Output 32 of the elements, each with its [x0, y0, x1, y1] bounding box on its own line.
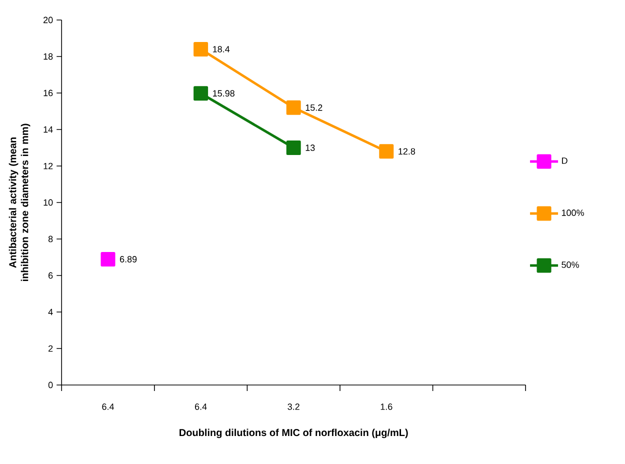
y-tick-label: 8	[48, 236, 53, 242]
x-tick-label: 3.2	[288, 404, 300, 410]
legend-label: D	[562, 158, 568, 164]
y-tick-label: 6	[48, 272, 53, 279]
y-tick-label: 20	[44, 16, 53, 24]
point	[286, 140, 301, 155]
point	[194, 86, 208, 101]
data-label: 15.2	[306, 104, 322, 111]
data-label: 18.4	[213, 46, 230, 52]
y-tick-label: 10	[44, 199, 53, 206]
x-axis-title: Doubling dilutions of MIC of norfloxacin (μg/mL)	[180, 428, 408, 438]
y-tick-label: 16	[44, 90, 53, 96]
legend-label: 100%	[562, 210, 584, 216]
point	[194, 42, 208, 56]
y-tick-label: 2	[48, 345, 53, 352]
y-tick-label: 4	[48, 308, 53, 316]
y-tick-label: 12	[44, 162, 53, 170]
point	[286, 100, 301, 115]
x-tick-label: 6.4	[102, 404, 114, 410]
legend-label: 50%	[562, 262, 579, 268]
data-label: 13	[306, 144, 315, 151]
y-tick-label: 14	[44, 126, 53, 133]
point	[100, 252, 116, 266]
y-tick-label: 18	[44, 53, 53, 60]
point	[379, 144, 394, 159]
y-axis-title: Antibacterial activity (mean inhibition zone diameters in mm)	[8, 124, 30, 281]
y-tick-label: 0	[48, 382, 53, 388]
data-label: 6.89	[120, 256, 137, 262]
data-label: 15.98	[213, 90, 234, 97]
data-label: 12.8	[398, 148, 416, 155]
x-tick-label: 6.4	[195, 404, 207, 410]
x-tick-label: 1.6	[380, 404, 392, 410]
